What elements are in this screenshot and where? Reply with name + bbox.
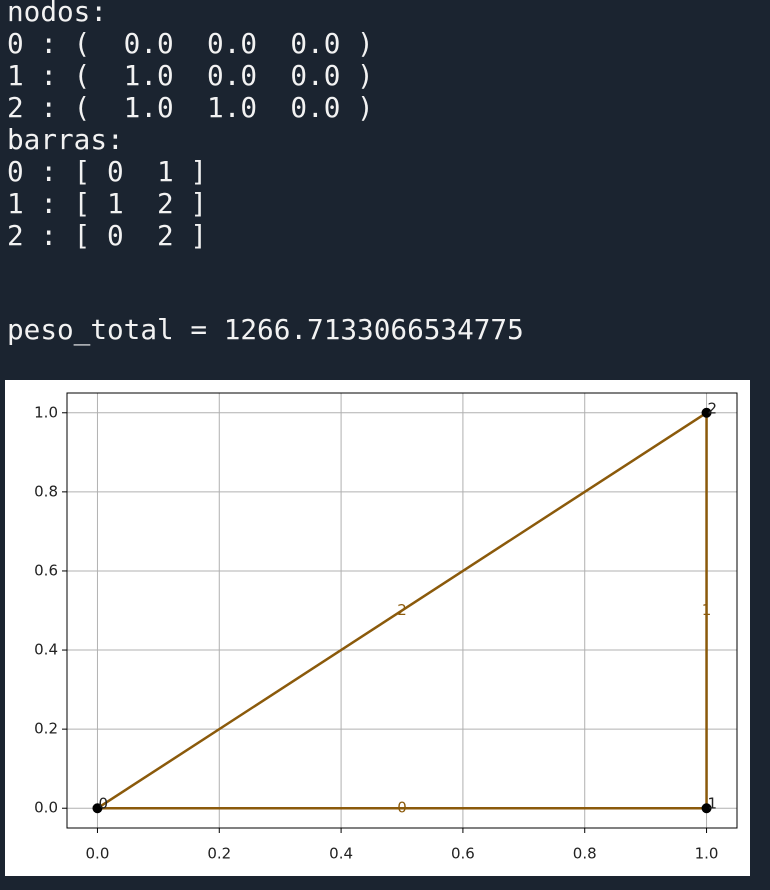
node-label: 1 bbox=[708, 795, 718, 813]
y-tick-label: 0.8 bbox=[34, 482, 58, 500]
node-label: 0 bbox=[98, 795, 108, 813]
bar-label: 2 bbox=[397, 601, 407, 619]
x-tick-label: 0.4 bbox=[329, 845, 353, 863]
x-tick-label: 0.8 bbox=[573, 845, 597, 863]
console-line: 0 : [ 0 1 ] bbox=[7, 155, 208, 188]
node bbox=[92, 803, 103, 814]
y-tick-label: 0.0 bbox=[34, 799, 58, 817]
console-line: 1 : ( 1.0 0.0 0.0 ) bbox=[7, 59, 374, 92]
node-label: 2 bbox=[708, 399, 718, 417]
chart: 0.0 0.2 0.4 0.6 0.8 1.0 0.0 0.2 0.4 0.6 0.8 1.0 0 1 2 0… bbox=[5, 380, 750, 876]
x-tick-label: 0.2 bbox=[207, 845, 231, 863]
y-tick-label: 0.4 bbox=[34, 641, 58, 659]
result-line: peso_total = 1266.7133066534775 bbox=[7, 313, 524, 346]
console-line: 1 : [ 1 2 ] bbox=[7, 187, 208, 220]
console-line: nodos: bbox=[7, 0, 108, 28]
x-tick-label: 1.0 bbox=[695, 845, 719, 863]
bar-label: 0 bbox=[397, 799, 407, 817]
plot-frame bbox=[66, 392, 738, 829]
console-line: barras: bbox=[7, 123, 124, 156]
x-tick-label: 0.6 bbox=[451, 845, 475, 863]
console-line: 0 : ( 0.0 0.0 0.0 ) bbox=[7, 27, 374, 60]
bar-member bbox=[96, 411, 708, 810]
y-tick-label: 1.0 bbox=[34, 403, 58, 421]
x-tick-label: 0.0 bbox=[86, 845, 110, 863]
console-line: 2 : [ 0 2 ] bbox=[7, 219, 208, 252]
y-tick-label: 0.6 bbox=[34, 561, 58, 579]
node bbox=[701, 407, 712, 418]
bar-label: 1 bbox=[702, 601, 712, 619]
y-tick-label: 0.2 bbox=[34, 720, 58, 738]
console-output: nodos: 0 : ( 0.0 0.0 0.0 ) 1 : ( 1.0 0.0 0… bbox=[7, 0, 374, 252]
node bbox=[701, 803, 712, 814]
console-line: 2 : ( 1.0 1.0 0.0 ) bbox=[7, 91, 374, 124]
